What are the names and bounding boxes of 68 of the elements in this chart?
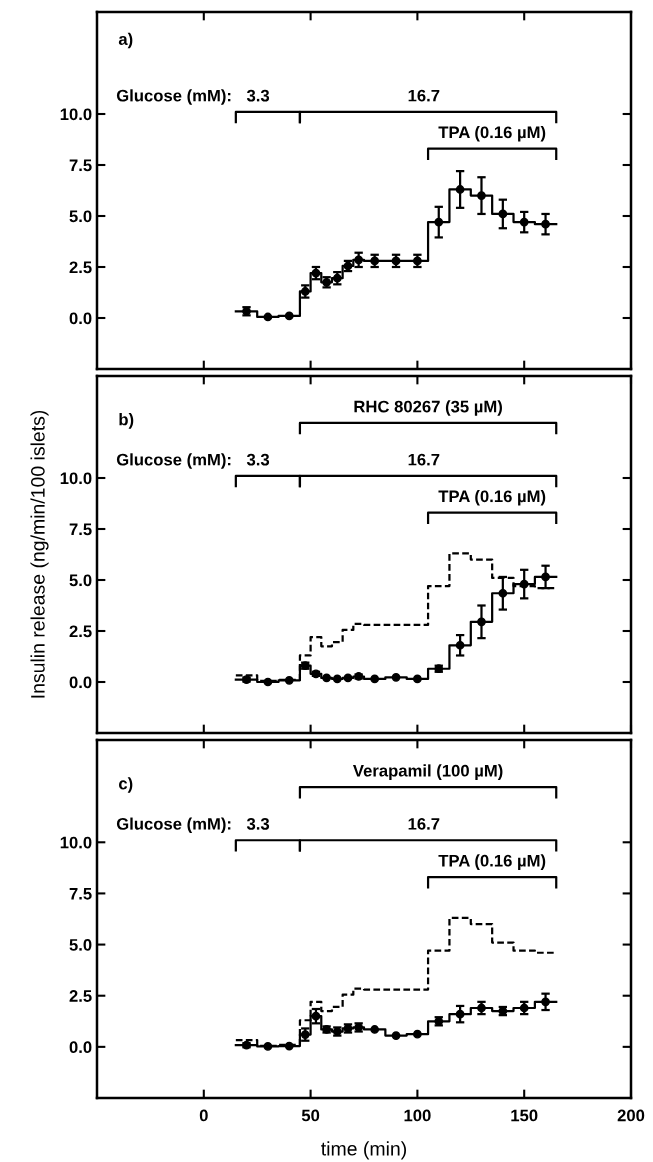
point bbox=[498, 588, 508, 598]
point bbox=[434, 217, 444, 227]
point bbox=[391, 672, 401, 682]
point bbox=[284, 1041, 294, 1051]
annotation: 3.3 bbox=[246, 817, 270, 830]
y-tick-label: 2.5 bbox=[69, 261, 92, 274]
point bbox=[354, 255, 364, 265]
y-tick-label: 0.0 bbox=[69, 312, 92, 325]
point bbox=[541, 997, 550, 1007]
y-tick-label: 10.0 bbox=[60, 472, 92, 485]
point bbox=[370, 1025, 380, 1034]
annotation: Glucose (mM): bbox=[116, 89, 231, 105]
annotation: b) bbox=[119, 413, 134, 429]
point bbox=[263, 677, 273, 687]
point bbox=[519, 217, 529, 227]
annotation: 16.7 bbox=[408, 89, 440, 102]
annotation: Glucose (mM): bbox=[116, 453, 231, 469]
point bbox=[284, 675, 294, 685]
x-tick-label: 50 bbox=[301, 1109, 320, 1122]
y-tick-label: 2.5 bbox=[69, 990, 92, 1002]
point bbox=[541, 572, 550, 582]
y-tick-label: 5.0 bbox=[69, 938, 92, 951]
point bbox=[498, 209, 508, 219]
annotation: Verapamil (100 µM) bbox=[352, 764, 503, 780]
point bbox=[263, 312, 273, 322]
annotation: 16.7 bbox=[408, 453, 440, 466]
point bbox=[343, 673, 353, 683]
y-tick-label: 0.0 bbox=[69, 1041, 92, 1054]
point bbox=[455, 640, 465, 650]
y-tick-label: 0.0 bbox=[69, 676, 92, 689]
x-tick-label: 100 bbox=[404, 1109, 431, 1122]
point bbox=[455, 1009, 465, 1019]
annotation: TPA (0.16 µM) bbox=[438, 490, 546, 506]
y-tick-label: 5.0 bbox=[69, 574, 92, 587]
y-tick-label: 7.5 bbox=[69, 159, 92, 172]
annotation: TPA (0.16 µM) bbox=[438, 126, 546, 142]
y-tick-label: 10.0 bbox=[60, 108, 92, 121]
y-axis-title: Insulin release (ng/min/100 islets) bbox=[30, 410, 49, 698]
point bbox=[322, 673, 331, 683]
x-tick-label: 0 bbox=[199, 1109, 208, 1122]
y-tick-label: 5.0 bbox=[69, 210, 92, 223]
y-tick-label: 7.5 bbox=[69, 523, 92, 536]
point bbox=[332, 674, 342, 684]
annotation: c) bbox=[119, 777, 133, 793]
annotation: TPA (0.16 µM) bbox=[438, 854, 546, 870]
annotation: 3.3 bbox=[246, 453, 270, 466]
annotation: 3.3 bbox=[246, 89, 270, 102]
point bbox=[284, 311, 294, 321]
point bbox=[370, 674, 380, 684]
x-axis-title: time (min) bbox=[321, 1141, 406, 1160]
point bbox=[413, 1029, 422, 1039]
annotation: 16.7 bbox=[408, 817, 440, 830]
point bbox=[519, 579, 529, 589]
point bbox=[263, 1042, 273, 1051]
x-tick-label: 150 bbox=[511, 1109, 538, 1122]
point bbox=[541, 219, 550, 229]
point bbox=[477, 191, 486, 200]
annotation: Glucose (mM): bbox=[116, 817, 231, 834]
point bbox=[455, 185, 465, 194]
annotation: RHC 80267 (35 µM) bbox=[354, 400, 502, 416]
y-tick-label: 2.5 bbox=[69, 625, 92, 638]
y-tick-label: 10.0 bbox=[60, 836, 92, 849]
y-tick-label: 7.5 bbox=[69, 888, 92, 900]
annotation: a) bbox=[118, 32, 133, 49]
x-tick-label: 200 bbox=[617, 1109, 645, 1122]
point bbox=[477, 617, 486, 627]
point bbox=[413, 674, 422, 684]
point bbox=[391, 1031, 401, 1040]
